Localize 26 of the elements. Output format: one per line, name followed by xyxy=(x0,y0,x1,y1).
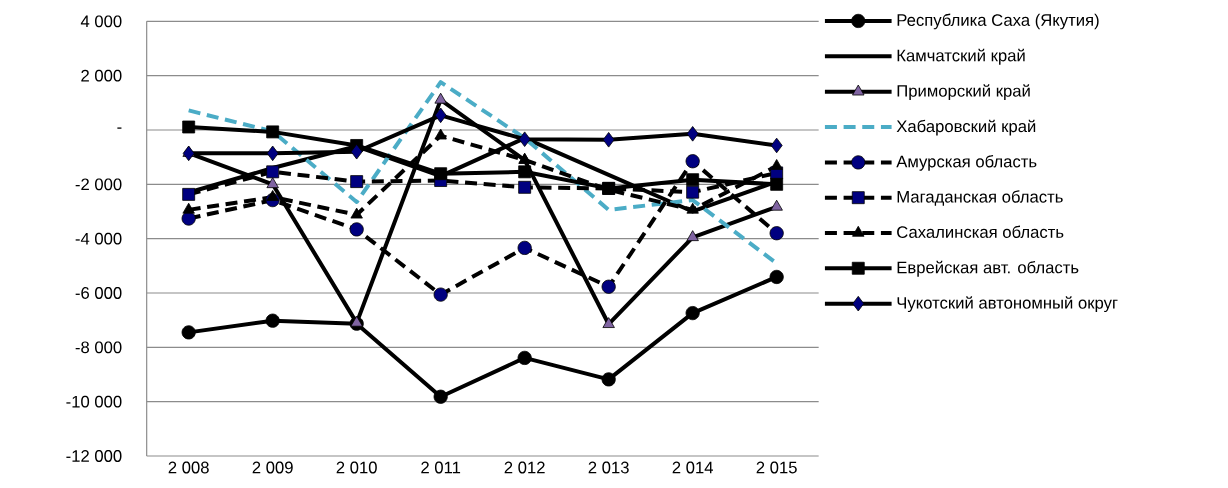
x-tick-label: 2 014 xyxy=(672,461,714,474)
x-tick-label: 2 012 xyxy=(504,461,545,474)
x-tick-label: 2 010 xyxy=(336,461,377,474)
y-tick-label: -12 000 xyxy=(66,450,122,462)
y-tick-label: -4 000 xyxy=(75,232,122,245)
legend-label: Магаданская область xyxy=(897,190,1063,206)
x-tick-label: 2 015 xyxy=(756,461,797,474)
x-tick-label: 2 013 xyxy=(588,461,629,474)
legend-label: Еврейская авт. область xyxy=(897,260,1079,277)
y-tick-label: 4 000 xyxy=(80,15,122,28)
y-tick-label: -10 000 xyxy=(66,395,122,408)
legend-label: Амурская область xyxy=(896,155,1037,171)
legend-label: Хабаровский край xyxy=(896,119,1036,136)
legend-label: Приморский край xyxy=(897,84,1030,101)
legend-label: Чукотский автономный округ xyxy=(897,296,1118,313)
y-tick-label: -2 000 xyxy=(75,178,122,191)
x-tick-label: 2 008 xyxy=(168,461,209,474)
y-tick-label: 2 000 xyxy=(81,69,122,82)
legend-label: Сахалинская область xyxy=(897,225,1064,238)
x-tick-label: 2 011 xyxy=(421,461,461,474)
x-tick-label: 2 009 xyxy=(252,461,293,474)
y-tick-label: - xyxy=(117,127,122,129)
legend-label: Республика Саха (Якутия) xyxy=(897,13,1099,30)
legend-label: Камчатский край xyxy=(897,48,1025,65)
y-tick-label: -6 000 xyxy=(75,287,122,299)
y-tick-label: -8 000 xyxy=(75,341,122,354)
